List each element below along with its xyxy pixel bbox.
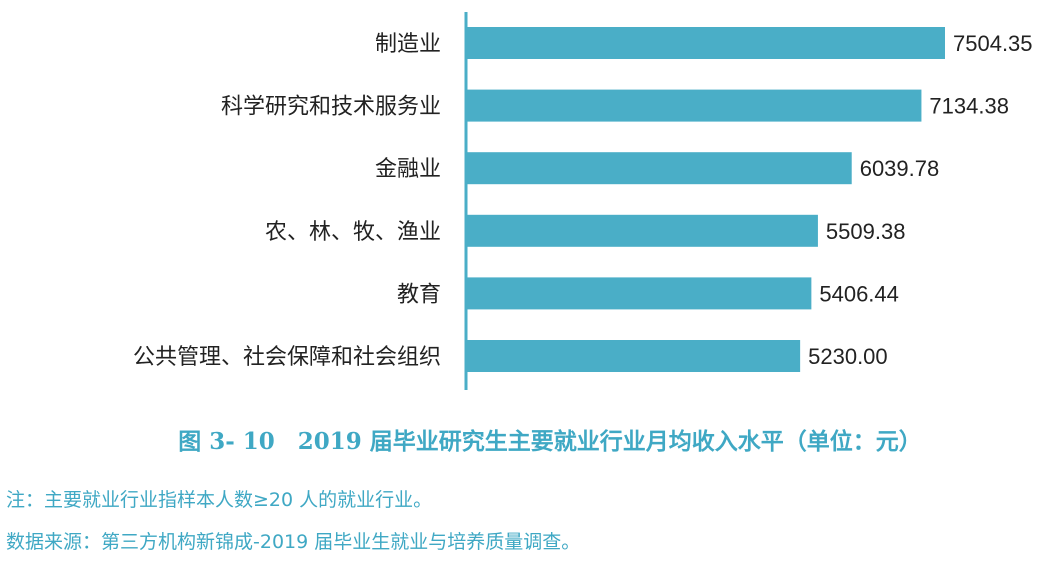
bar-1	[467, 89, 922, 122]
value-label-4: 5406.44	[819, 281, 899, 306]
category-label-5: 公共管理、社会保障和社会组织	[133, 345, 441, 370]
bar-2	[467, 152, 852, 185]
bar-0	[467, 27, 945, 59]
value-label-5: 5230.00	[808, 344, 888, 369]
chart-note: 注：主要就业行业指样本人数≥20 人的就业行业。	[6, 489, 433, 511]
category-label-0: 制造业	[375, 32, 441, 57]
bar-3	[467, 214, 818, 247]
category-label-4: 教育	[397, 282, 441, 307]
category-label-1: 科学研究和技术服务业	[221, 95, 441, 120]
category-label-2: 金融业	[375, 157, 441, 182]
value-label-0: 7504.35	[953, 31, 1033, 56]
value-label-1: 7134.38	[929, 94, 1009, 119]
chart-title: 图 3- 10 2019 届毕业研究生主要就业行业月均收入水平（单位：元）	[178, 428, 922, 455]
category-label-3: 农、林、牧、渔业	[265, 220, 441, 245]
bars: 制造业 7504.35 科学研究和技术服务业 7134.38 金融业 6039.78 农、林…	[133, 27, 1033, 372]
data-source-note: 数据来源：第三方机构新锦成-2019 届毕业生就业与培养质量调查。	[6, 531, 581, 553]
value-label-3: 5509.38	[826, 219, 906, 244]
value-label-2: 6039.78	[860, 156, 940, 181]
bar-4	[467, 277, 812, 310]
bar-chart: 制造业 7504.35 科学研究和技术服务业 7134.38 金融业 6039.78 农、林…	[133, 12, 1033, 390]
bar-5	[467, 340, 801, 372]
